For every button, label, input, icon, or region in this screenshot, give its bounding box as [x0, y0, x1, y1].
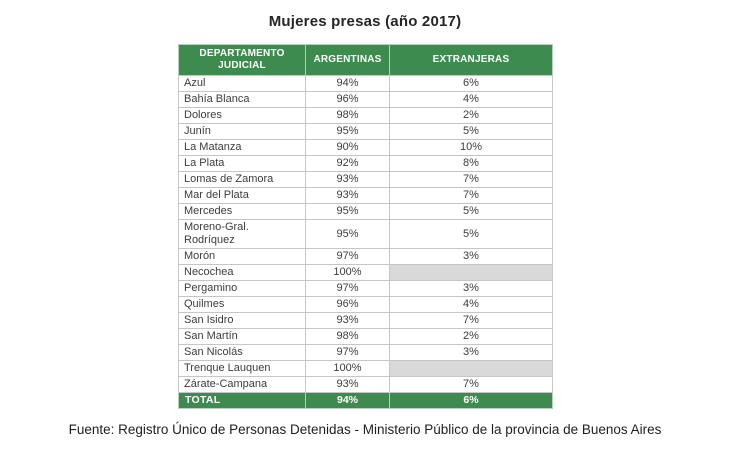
extranjeras-cell: 3% [389, 280, 553, 297]
header-departamento-judicial: DEPARTAMENTO JUDICIAL [178, 44, 306, 76]
header-row: DEPARTAMENTO JUDICIAL ARGENTINAS EXTRANJ… [178, 44, 553, 76]
argentinas-cell: 98% [305, 328, 390, 345]
source-caption: Fuente: Registro Único de Personas Deten… [68, 422, 662, 437]
argentinas-cell: 95% [305, 219, 390, 249]
table-row: Junín 95% 5% [178, 123, 553, 140]
argentinas-cell: 95% [305, 123, 390, 140]
table-row: Necochea 100% [178, 264, 553, 281]
argentinas-cell: 90% [305, 139, 390, 156]
extranjeras-cell: 3% [389, 344, 553, 361]
dept-cell: Moreno-Gral. Rodríquez [178, 219, 306, 249]
extranjeras-cell: 8% [389, 155, 553, 172]
extranjeras-cell: 7% [389, 376, 553, 393]
table-body: Azul 94% 6% Bahía Blanca 96% 4% Dolores 98% 2% Ju… [178, 75, 553, 393]
table-row: Pergamino 97% 3% [178, 280, 553, 297]
extranjeras-cell: 2% [389, 107, 553, 124]
argentinas-cell: 97% [305, 248, 390, 265]
argentinas-cell: 98% [305, 107, 390, 124]
dept-cell: La Matanza [178, 139, 306, 156]
dept-cell: Lomas de Zamora [178, 171, 306, 188]
dept-cell: San Nicolás [178, 344, 306, 361]
data-table-container: DEPARTAMENTO JUDICIAL ARGENTINAS EXTRANJ… [178, 44, 553, 409]
dept-cell: Trenque Lauquen [178, 360, 306, 377]
dept-cell: Morón [178, 248, 306, 265]
argentinas-cell: 100% [305, 360, 390, 377]
header-argentinas: ARGENTINAS [305, 44, 390, 76]
extranjeras-cell: 4% [389, 296, 553, 313]
extranjeras-cell: 5% [389, 219, 553, 249]
argentinas-cell: 100% [305, 264, 390, 281]
table-row: Morón 97% 3% [178, 248, 553, 265]
extranjeras-cell: 6% [389, 75, 553, 92]
dept-cell: La Plata [178, 155, 306, 172]
table-row: San Martín 98% 2% [178, 328, 553, 345]
total-argentinas-value: 94% [305, 392, 390, 409]
argentinas-cell: 93% [305, 376, 390, 393]
dept-cell: Junín [178, 123, 306, 140]
total-extranjeras-value: 6% [389, 392, 553, 409]
dept-cell: San Martín [178, 328, 306, 345]
extranjeras-cell: 5% [389, 123, 553, 140]
extranjeras-cell [389, 360, 553, 377]
extranjeras-cell: 10% [389, 139, 553, 156]
argentinas-cell: 93% [305, 187, 390, 204]
argentinas-cell: 96% [305, 91, 390, 108]
dept-cell: San Isidro [178, 312, 306, 329]
table-row: Zárate-Campana 93% 7% [178, 376, 553, 393]
extranjeras-cell: 5% [389, 203, 553, 220]
argentinas-cell: 92% [305, 155, 390, 172]
argentinas-cell: 94% [305, 75, 390, 92]
table-row: La Plata 92% 8% [178, 155, 553, 172]
dept-cell: Azul [178, 75, 306, 92]
extranjeras-cell: 2% [389, 328, 553, 345]
extranjeras-cell [389, 264, 553, 281]
table-row: La Matanza 90% 10% [178, 139, 553, 156]
table-row: Dolores 98% 2% [178, 107, 553, 124]
extranjeras-cell: 7% [389, 171, 553, 188]
table-row: Bahía Blanca 96% 4% [178, 91, 553, 108]
dept-cell: Quilmes [178, 296, 306, 313]
argentinas-cell: 96% [305, 296, 390, 313]
extranjeras-cell: 4% [389, 91, 553, 108]
argentinas-cell: 93% [305, 312, 390, 329]
table-row: Moreno-Gral. Rodríquez 95% 5% [178, 219, 553, 249]
dept-cell: Bahía Blanca [178, 91, 306, 108]
header-extranjeras: EXTRANJERAS [389, 44, 553, 76]
extranjeras-cell: 7% [389, 312, 553, 329]
table-row: Quilmes 96% 4% [178, 296, 553, 313]
table-row: Trenque Lauquen 100% [178, 360, 553, 377]
argentinas-cell: 93% [305, 171, 390, 188]
table-row: Mercedes 95% 5% [178, 203, 553, 220]
extranjeras-cell: 7% [389, 187, 553, 204]
table-row: Azul 94% 6% [178, 75, 553, 92]
table-row: Mar del Plata 93% 7% [178, 187, 553, 204]
data-table: DEPARTAMENTO JUDICIAL ARGENTINAS EXTRANJ… [178, 44, 553, 409]
table-footer: TOTAL 94% 6% [178, 392, 553, 409]
dept-cell: Dolores [178, 107, 306, 124]
dept-cell: Mercedes [178, 203, 306, 220]
dept-cell: Pergamino [178, 280, 306, 297]
argentinas-cell: 95% [305, 203, 390, 220]
table-row: San Isidro 93% 7% [178, 312, 553, 329]
table-header: DEPARTAMENTO JUDICIAL ARGENTINAS EXTRANJ… [178, 44, 553, 76]
total-label: TOTAL [178, 392, 306, 409]
dept-cell: Mar del Plata [178, 187, 306, 204]
dept-cell: Necochea [178, 264, 306, 281]
page-title: Mujeres presas (año 2017) [268, 13, 462, 30]
dept-cell: Zárate-Campana [178, 376, 306, 393]
extranjeras-cell: 3% [389, 248, 553, 265]
argentinas-cell: 97% [305, 344, 390, 361]
total-row: TOTAL 94% 6% [178, 392, 553, 409]
table-row: San Nicolás 97% 3% [178, 344, 553, 361]
table-row: Lomas de Zamora 93% 7% [178, 171, 553, 188]
argentinas-cell: 97% [305, 280, 390, 297]
